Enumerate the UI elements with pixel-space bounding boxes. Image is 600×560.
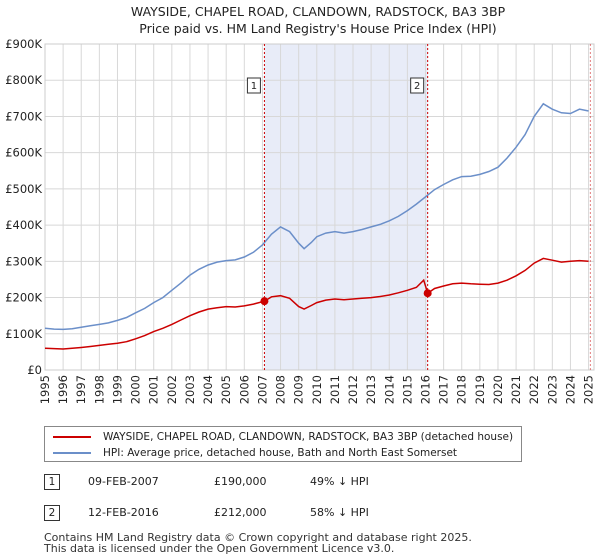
x-tick-label: 2007: [255, 375, 269, 404]
sale-hpi-comparison: 58% ↓ HPI: [310, 506, 369, 519]
x-tick-label: 2005: [219, 375, 233, 404]
chart: WAYSIDE, CHAPEL ROAD, CLANDOWN, RADSTOCK…: [5, 4, 595, 404]
plot-area: £0 £100K £200K £300K £400K £500K £600K £700K £80…: [5, 37, 595, 404]
series-line-hpi: [44, 102, 589, 331]
legend-item-hpi: HPI: Average price, detached house, Bath…: [53, 446, 457, 460]
sale-label-box: [410, 77, 425, 94]
x-tick-label: 2015: [400, 375, 414, 404]
x-tick-label: 2018: [455, 375, 469, 404]
sale-number-badge: 2: [44, 505, 60, 521]
x-tick-label: 2010: [310, 375, 324, 404]
x-tick-label: 2004: [201, 375, 215, 404]
sale-point: [423, 289, 432, 298]
legend: WAYSIDE, CHAPEL ROAD, CLANDOWN, RADSTOCK…: [44, 426, 522, 462]
footer-licence: This data is licensed under the Open Gov…: [44, 542, 395, 555]
legend-label-property: WAYSIDE, CHAPEL ROAD, CLANDOWN, RADSTOCK…: [103, 431, 514, 443]
x-tick-label: 1995: [38, 375, 52, 404]
x-tick-label: 2011: [328, 375, 342, 404]
sale-point: [260, 297, 269, 306]
sale-hpi-comparison: 49% ↓ HPI: [310, 475, 369, 488]
x-tick-label: 2025: [582, 375, 596, 404]
x-tick-label: 2000: [129, 375, 143, 404]
sale-label-text: 1: [251, 81, 257, 92]
legend-swatch-hpi: [53, 452, 91, 454]
y-tick-label: £200K: [5, 291, 42, 305]
legend-swatch-property: [53, 436, 91, 438]
x-tick-label: 2009: [292, 375, 306, 404]
ownership-period-shade: [264, 44, 428, 370]
sale-number-badge: 1: [44, 474, 60, 490]
x-tick-label: 2013: [364, 375, 378, 404]
footer: Contains HM Land Registry data © Crown c…: [44, 532, 472, 554]
sale-label-text: 2: [414, 81, 420, 92]
footer-copyright: Contains HM Land Registry data © Crown c…: [44, 531, 472, 544]
sale-label-box: [246, 77, 261, 94]
series-line-property: [44, 257, 589, 350]
x-tick-label: 2019: [473, 375, 487, 404]
x-tick-label: 2016: [418, 375, 432, 404]
chart-subtitle: Price paid vs. HM Land Registry's House …: [139, 21, 496, 36]
sale-date: 09-FEB-2007: [88, 475, 159, 488]
plot-border: [44, 43, 595, 371]
x-tick-label: 2017: [437, 375, 451, 404]
y-tick-label: £700K: [5, 109, 42, 123]
x-tick-label: 2021: [509, 375, 523, 404]
x-tick-label: 2020: [491, 375, 505, 404]
y-tick-label: £400K: [5, 218, 42, 232]
x-tick-label: 2006: [237, 375, 251, 404]
chart-title: WAYSIDE, CHAPEL ROAD, CLANDOWN, RADSTOCK…: [131, 4, 506, 19]
x-tick-label: 2023: [545, 375, 559, 404]
sale-price: £212,000: [214, 506, 267, 519]
legend-item-property: WAYSIDE, CHAPEL ROAD, CLANDOWN, RADSTOCK…: [53, 430, 513, 444]
x-tick-label: 2003: [183, 375, 197, 404]
y-tick-label: £0: [27, 363, 42, 377]
sale-date: 12-FEB-2016: [88, 506, 159, 519]
x-tick-label: 1997: [74, 375, 88, 404]
x-tick-label: 2022: [527, 375, 541, 404]
y-tick-label: £300K: [5, 254, 42, 268]
x-tick-label: 2024: [563, 375, 577, 404]
x-tick-label: 1996: [56, 375, 70, 404]
y-tick-label: £500K: [5, 182, 42, 196]
y-tick-label: £100K: [5, 327, 42, 341]
x-tick-label: 1999: [110, 375, 124, 404]
x-tick-label: 2002: [165, 375, 179, 404]
x-tick-label: 2001: [147, 375, 161, 404]
legend-label-hpi: HPI: Average price, detached house, Bath…: [103, 447, 458, 459]
y-tick-label: £800K: [5, 73, 42, 87]
x-tick-label: 2014: [382, 375, 396, 404]
x-tick-label: 1998: [92, 375, 106, 404]
y-tick-label: £600K: [5, 146, 42, 160]
x-tick-label: 2012: [346, 375, 360, 404]
y-tick-label: £900K: [5, 37, 42, 51]
sale-price: £190,000: [214, 475, 267, 488]
x-tick-label: 2008: [274, 375, 288, 404]
